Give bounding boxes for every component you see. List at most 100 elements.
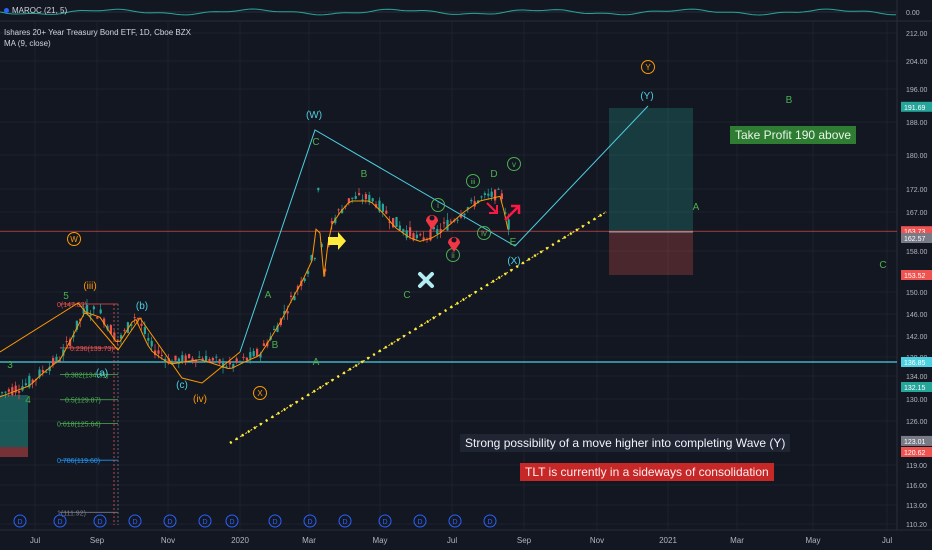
candle-body — [307, 271, 310, 274]
dividend-marker-icon — [338, 514, 352, 528]
candle-body — [14, 385, 17, 393]
y-tick-label: 119.00 — [906, 463, 927, 470]
candle-body — [276, 325, 279, 333]
candle-body — [116, 339, 119, 341]
candle-body — [388, 221, 391, 224]
indicator-label[interactable]: MAROC (21, 5) — [4, 6, 67, 15]
dividend-marker-icon — [93, 514, 107, 528]
fib-level-label: 0.618(125.64) — [57, 421, 101, 428]
wave-label: (a) — [96, 368, 108, 379]
candle-body — [208, 359, 211, 362]
candle-body — [337, 209, 340, 211]
consolidation-note: TLT is currently in a sideways of consol… — [520, 463, 774, 481]
candle-body — [313, 258, 316, 260]
candle-body — [422, 237, 425, 241]
price-marker-bg — [901, 447, 932, 457]
candle-body — [58, 360, 61, 362]
pin-marker-hole — [429, 215, 435, 221]
candle-body — [126, 322, 129, 333]
candle-body — [256, 348, 259, 356]
wave-label: ii — [451, 251, 455, 260]
x-tick-label: May — [372, 536, 387, 545]
candle-body — [405, 230, 408, 238]
wave-label: A — [265, 290, 272, 301]
candle-body — [75, 320, 78, 330]
candle-body — [133, 317, 136, 319]
candle-body — [262, 343, 265, 346]
candle-body — [497, 188, 500, 190]
candle-body — [252, 351, 255, 357]
y-tick-label: 180.00 — [906, 153, 928, 160]
wave-label-circle — [431, 198, 445, 212]
candle-body — [412, 233, 415, 241]
candle-body — [361, 199, 364, 201]
candle-body — [470, 199, 473, 202]
candle-body — [215, 356, 218, 358]
candle-body — [409, 227, 412, 237]
candle-body — [82, 308, 85, 314]
candle-body — [364, 194, 367, 200]
candle-body — [228, 360, 231, 365]
wave-label: C — [403, 290, 410, 301]
candle-body — [483, 193, 486, 195]
price-marker-label: 136.85 — [904, 360, 926, 367]
candle-body — [69, 339, 72, 346]
candle-body — [154, 350, 157, 355]
ma-legend[interactable]: MA (9, close) — [4, 39, 51, 48]
x-tick-label: Nov — [161, 536, 175, 545]
candle-body — [395, 216, 398, 227]
indicator-dot-icon — [4, 8, 9, 14]
price-marker-bg — [901, 270, 932, 280]
price-marker-label: 163.73 — [904, 229, 926, 236]
dividend-marker-letter: D — [202, 519, 207, 526]
candle-body — [160, 354, 163, 356]
price-marker-label: 132.15 — [904, 385, 926, 392]
dividend-marker-icon — [225, 514, 239, 528]
candle-body — [371, 198, 374, 202]
price-marker-label: 162.57 — [904, 236, 926, 243]
wave-label: 4 — [25, 395, 31, 406]
candle-body — [106, 325, 109, 330]
candle-body — [92, 306, 95, 310]
y-tick-label: 130.00 — [906, 397, 928, 404]
candle-body — [143, 327, 146, 334]
symbol-title: Ishares 20+ Year Treasury Bond ETF, 1D, … — [4, 28, 191, 37]
candle-body — [446, 219, 449, 231]
wave-label: (Y) — [640, 91, 653, 102]
candle-body — [327, 245, 330, 247]
wave-label-extra: C — [312, 137, 319, 148]
candle-body — [432, 227, 435, 230]
dividend-marker-letter: D — [57, 519, 62, 526]
candle-body — [225, 366, 228, 368]
x-tick-label: Jul — [447, 536, 457, 545]
candle-body — [1, 392, 4, 394]
dividend-marker-letter: D — [132, 519, 137, 526]
red-down-arrow-icon — [486, 202, 498, 214]
candle-body — [62, 349, 65, 356]
candle-body — [310, 255, 313, 261]
x-tick-label: Jul — [30, 536, 40, 545]
y-tick-label: 142.00 — [906, 334, 928, 341]
price-marker-label: 153.52 — [904, 273, 926, 280]
dividend-marker-letter: D — [487, 519, 492, 526]
y-tick-label: 110.20 — [906, 522, 927, 529]
price-marker-label: 123.01 — [904, 439, 926, 446]
candle-body — [385, 210, 388, 214]
candle-body — [436, 228, 439, 235]
dividend-marker-letter: D — [17, 519, 22, 526]
wave-label: D — [490, 169, 497, 180]
wave-label: (b) — [136, 301, 148, 312]
dividend-marker-letter: D — [167, 519, 172, 526]
candle-body — [96, 316, 99, 319]
wave-label: (W) — [306, 110, 322, 121]
pin-marker-hole — [451, 237, 457, 243]
x-tick-label: 2020 — [231, 536, 249, 545]
candle-body — [480, 196, 483, 198]
dividend-marker-icon — [128, 514, 142, 528]
candle-body — [293, 296, 296, 301]
candle-body — [65, 341, 68, 343]
y-tick-label: 134.00 — [906, 374, 928, 381]
pin-marker-icon — [448, 237, 460, 252]
candle-body — [487, 193, 490, 196]
